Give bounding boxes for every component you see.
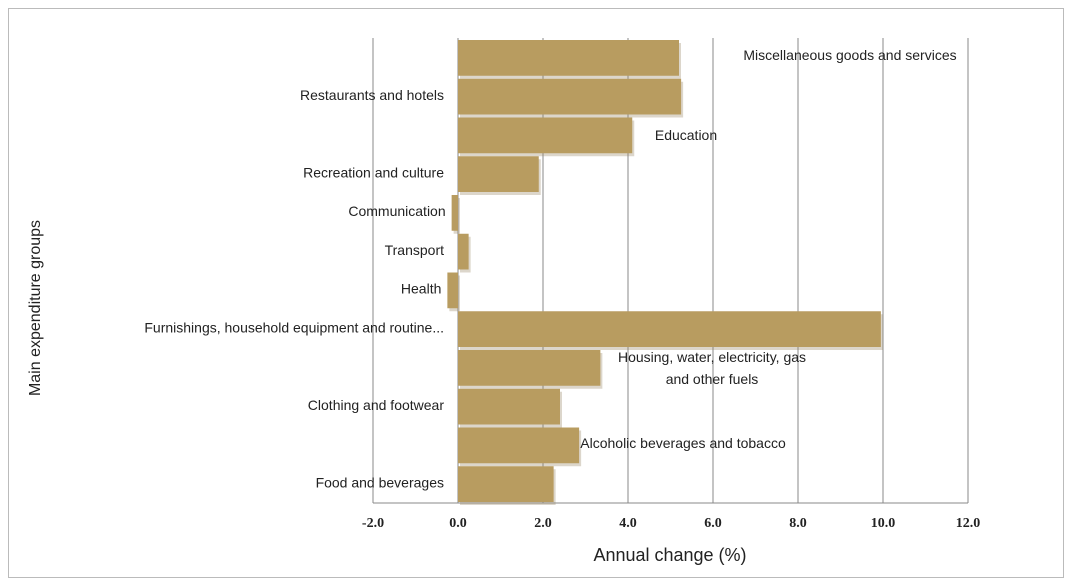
x-tick-label: 8.0 [789,516,807,531]
x-tick-label: 4.0 [619,516,637,531]
x-tick-label: 6.0 [704,516,722,531]
bar [458,388,560,425]
bar [458,117,633,154]
category-label: Housing, water, electricity, gas and oth… [617,349,807,387]
category-label: Health [401,281,441,297]
category-label: Restaurants and hotels [300,87,444,103]
x-tick-label: -2.0 [362,516,384,531]
category-label: Alcoholic beverages and tobacco [580,435,786,451]
category-label: Education [654,127,718,143]
category-label: Recreation and culture [303,164,444,180]
category-label: Communication [348,203,445,219]
bar [458,40,679,76]
bar [458,466,554,502]
bar [458,311,881,347]
category-label: Food and beverages [316,474,444,490]
category-label: Clothing and footwear [308,397,445,413]
bar [458,78,682,115]
x-tick-label: 2.0 [534,516,552,531]
x-tick-label: 10.0 [871,516,896,531]
x-tick-label: 12.0 [956,516,981,531]
category-label: Furnishings, household equipment and rou… [144,319,444,335]
bar [458,427,580,464]
frame [8,8,1064,578]
x-tick-label: 0.0 [449,516,467,531]
y-axis-title: Main expenditure groups [27,220,44,396]
category-label: Transport [385,242,445,258]
bar [447,272,458,309]
x-axis-title: Annual change (%) [593,545,746,565]
bar [458,156,539,192]
category-label: Miscellaneous goods and services [743,47,957,63]
bar [451,195,458,231]
bar [458,350,601,386]
bar [458,233,469,270]
